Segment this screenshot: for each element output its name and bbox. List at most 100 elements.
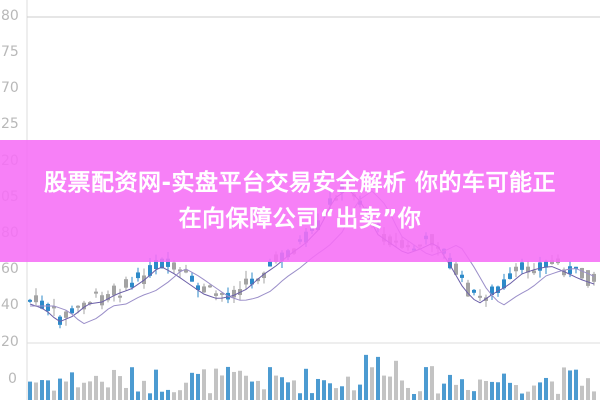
candle-body	[118, 295, 122, 298]
volume-bar	[64, 381, 68, 400]
candle-body	[466, 282, 470, 297]
volume-bar	[358, 384, 362, 400]
volume-bar	[574, 369, 578, 400]
candle-body	[106, 294, 110, 301]
volume-bar	[406, 387, 410, 400]
volume-bar	[586, 378, 590, 400]
volume-bar	[430, 366, 434, 400]
volume-bar	[76, 387, 80, 400]
volume-bar	[340, 386, 344, 400]
candle-body	[562, 269, 566, 276]
volume-bar	[40, 380, 44, 400]
volume-bar	[184, 382, 188, 400]
volume-bar	[28, 381, 32, 400]
candle-body	[28, 299, 32, 302]
volume-bar	[352, 390, 356, 400]
candle-body	[574, 266, 578, 269]
volume-bar	[304, 368, 308, 400]
volume-bar	[268, 367, 272, 400]
volume-bar	[436, 393, 440, 400]
candle-body	[250, 278, 254, 285]
volume-bar	[70, 372, 74, 400]
candle-body	[88, 302, 92, 305]
volume-bar	[100, 381, 104, 400]
volume-bar	[82, 382, 86, 400]
volume-bar	[550, 381, 554, 400]
volume-bar	[412, 393, 416, 400]
candle-body	[196, 285, 200, 290]
axis-tick: 0	[8, 371, 17, 387]
candle-body	[112, 285, 116, 296]
candle-body	[478, 295, 482, 298]
volume-bar	[214, 368, 218, 400]
volume-bar	[514, 385, 518, 400]
candle-body	[490, 286, 494, 296]
volume-bar	[190, 372, 194, 400]
volume-bar	[334, 388, 338, 400]
volume-bar	[178, 390, 182, 400]
candle-body	[34, 295, 38, 303]
volume-bar	[538, 382, 542, 400]
volume-bar	[286, 382, 290, 400]
volume-bar	[130, 367, 134, 400]
volume-bar	[556, 393, 560, 400]
volume-bar	[136, 391, 140, 400]
volume-bar	[316, 378, 320, 400]
volume-bar	[466, 389, 470, 400]
candle-body	[550, 260, 554, 265]
volume-bar	[46, 380, 50, 400]
candle-body	[100, 295, 104, 306]
candle-body	[124, 279, 128, 288]
volume-bar	[508, 382, 512, 400]
candle-body	[82, 302, 86, 310]
volume-bar	[532, 385, 536, 400]
title-banner: 股票配资网-实盘平台交易安全解析 你的车可能正 在向保障公司“出卖”你	[0, 140, 600, 262]
volume-bar	[220, 375, 224, 400]
volume-bar	[52, 390, 56, 400]
volume-bar	[382, 375, 386, 400]
candle-body	[460, 274, 464, 278]
volume-bar	[232, 371, 236, 400]
candle-body	[166, 258, 170, 267]
title-line-2: 在向保障公司“出卖”你	[178, 206, 422, 232]
candle-body	[94, 291, 98, 294]
candle-body	[268, 261, 272, 267]
volume-bar	[226, 366, 230, 400]
volume-bar	[484, 380, 488, 400]
volume-bar	[544, 377, 548, 400]
volume-bar	[370, 367, 374, 400]
volume-bar	[244, 375, 248, 400]
volume-bar	[424, 367, 428, 400]
candle-body	[148, 265, 152, 276]
volume-bar	[298, 393, 302, 400]
volume-bar	[400, 380, 404, 400]
volume-bar	[238, 370, 242, 400]
volume-bar	[472, 391, 476, 400]
candle-body	[520, 262, 524, 270]
volume-bar	[592, 391, 596, 400]
candle-body	[508, 273, 512, 279]
candle-body	[496, 286, 500, 293]
candle-body	[76, 305, 80, 308]
volume-bar	[274, 375, 278, 400]
volume-bar	[322, 380, 326, 400]
volume-bar	[580, 385, 584, 400]
candle-body	[262, 272, 266, 279]
volume-bar	[496, 382, 500, 400]
volume-bar	[388, 376, 392, 400]
volume-bar	[460, 379, 464, 400]
candle-body	[184, 269, 188, 273]
volume-bar	[112, 369, 116, 400]
axis-tick: 20	[1, 334, 19, 350]
volume-bar	[328, 383, 332, 400]
axis-tick: 70	[1, 80, 19, 96]
candle-body	[178, 269, 182, 272]
volume-bar	[292, 380, 296, 400]
volume-bar	[568, 370, 572, 400]
volume-bar	[346, 376, 350, 400]
volume-bar	[94, 375, 98, 400]
candle-body	[256, 278, 260, 282]
volume-bar	[310, 393, 314, 400]
candle-body	[160, 258, 164, 269]
volume-bar	[454, 384, 458, 400]
